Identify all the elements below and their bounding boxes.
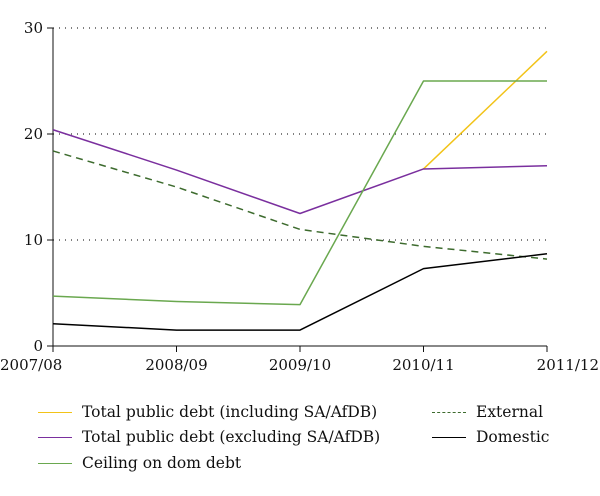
x-tick-labels: 2007/08 2008/09 2009/10 2010/11 2011/12: [0, 346, 599, 374]
y-tick-label: 10: [24, 231, 43, 249]
series-line-0: [422, 50, 548, 170]
series-line-1: [52, 129, 548, 215]
series-line-2: [52, 80, 547, 306]
y-tick-labels: 0 10 20 30: [24, 19, 53, 355]
grid-lines: [53, 27, 547, 241]
y-tick-label: 0: [33, 337, 43, 355]
x-tick-label: 2007/08: [0, 356, 62, 374]
y-tick-label: 20: [24, 125, 43, 143]
x-tick-label: 2010/11: [392, 356, 454, 374]
x-tick-label: 2011/12: [537, 356, 599, 374]
series-lines: [52, 50, 548, 331]
series-line-4: [52, 253, 548, 331]
x-tick-label: 2008/09: [145, 356, 207, 374]
axes: [52, 28, 547, 347]
y-tick-label: 30: [24, 19, 43, 37]
x-tick-label: 2009/10: [269, 356, 331, 374]
series-line-3: [52, 150, 548, 260]
